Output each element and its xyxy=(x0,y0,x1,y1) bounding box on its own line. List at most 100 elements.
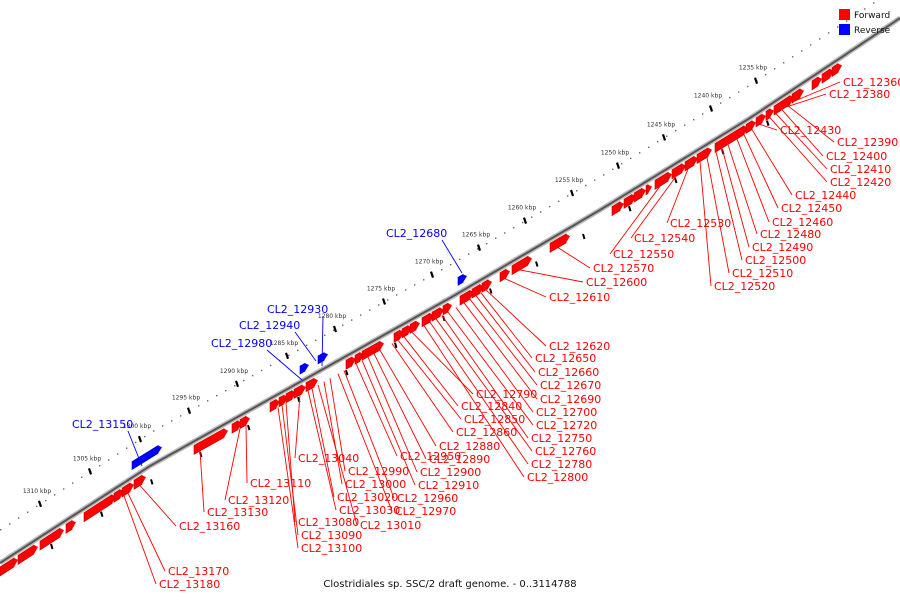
leader-line xyxy=(759,123,778,131)
gene-label-cl2-12480: CL2_12480 xyxy=(760,228,821,241)
inner-tick-mark xyxy=(489,288,493,294)
leader-line xyxy=(337,373,393,512)
scale-tick-mark xyxy=(37,500,43,508)
scale-tick-label: 1255 kbp xyxy=(555,177,583,184)
gene-arrowhead xyxy=(463,274,467,283)
leader-line xyxy=(199,450,205,513)
gene-block xyxy=(393,329,401,343)
gene-label-cl2-12940: CL2_12940 xyxy=(239,319,300,332)
leader-line xyxy=(429,321,529,465)
legend-forward-label: Forward xyxy=(854,11,890,21)
gene-label-cl2-13180: CL2_13180 xyxy=(159,578,220,591)
scale-dot xyxy=(783,62,785,64)
scale-dot xyxy=(99,465,101,467)
gene-label-cl2-12760: CL2_12760 xyxy=(535,445,596,458)
gene-arrowhead xyxy=(72,520,76,530)
scale-dot xyxy=(468,253,470,255)
inner-tick-mark xyxy=(150,479,154,485)
scale-tick-mark xyxy=(753,77,759,85)
gene-label-cl2-13000: CL2_13000 xyxy=(345,478,406,491)
scale-dot xyxy=(540,211,542,213)
gene-arrowhead xyxy=(506,269,510,279)
scale-dot xyxy=(684,124,686,126)
gene-label-cl2-12450: CL2_12450 xyxy=(781,202,842,215)
scale-dot xyxy=(630,157,632,159)
scale-dot xyxy=(810,44,812,46)
gene-label-cl2-12530: CL2_12530 xyxy=(670,217,731,230)
gene-label-cl2-12900: CL2_12900 xyxy=(420,466,481,479)
gene-arrowhead xyxy=(302,384,306,394)
scale-dot xyxy=(801,50,803,52)
scale-dot xyxy=(324,334,326,336)
scale-tick-mark xyxy=(429,271,435,278)
inner-tick-mark xyxy=(582,233,586,240)
leader-line xyxy=(519,269,584,283)
leader-line xyxy=(751,129,793,196)
scale-dot xyxy=(180,415,182,417)
genome-caption: Clostridiales sp. SSC/2 draft genome. - … xyxy=(323,579,576,590)
scale-dot xyxy=(666,135,668,137)
gene-label-cl2-13150: CL2_13150 xyxy=(72,418,133,431)
scale-dot xyxy=(270,364,272,367)
scale-tick-mark xyxy=(569,189,575,197)
gene-arrowhead xyxy=(324,352,328,361)
scale-tick-label: 1285 kbp xyxy=(270,340,298,347)
leader-line xyxy=(323,381,343,485)
scale-dot xyxy=(117,453,119,455)
scale-dot xyxy=(693,119,695,121)
leader-line xyxy=(411,331,474,395)
scale-dot xyxy=(648,146,650,148)
leader-line xyxy=(367,356,418,473)
scale-dot xyxy=(108,459,110,461)
leader-line xyxy=(485,289,547,347)
scale-tick-mark xyxy=(615,162,621,169)
scale-dot xyxy=(162,425,164,427)
gene-label-cl2-12380: CL2_12380 xyxy=(829,88,890,101)
gene-label-cl2-12390: CL2_12390 xyxy=(837,136,898,149)
scale-dot xyxy=(549,205,551,208)
gene-arrowhead xyxy=(800,88,804,98)
leader-line xyxy=(557,247,591,269)
inner-tick-mark xyxy=(247,424,251,431)
gene-label-cl2-12670: CL2_12670 xyxy=(540,379,601,392)
gene-block xyxy=(299,362,306,375)
gene-label-cl2-12490: CL2_12490 xyxy=(752,241,813,254)
leader-line xyxy=(266,349,303,381)
gene-arrowhead xyxy=(224,428,228,438)
gene-label-cl2-13010: CL2_13010 xyxy=(360,519,421,532)
scale-tick-mark xyxy=(186,407,192,415)
scale-tick-mark xyxy=(708,105,714,112)
scale-dot xyxy=(333,329,335,331)
gene-label-cl2-12790: CL2_12790 xyxy=(476,388,537,401)
gene-label-cl2-13020: CL2_13020 xyxy=(337,491,398,504)
gene-arrowhead xyxy=(34,545,38,554)
gene-arrowhead xyxy=(838,63,842,73)
scale-tick-label: 1240 kbp xyxy=(694,93,722,100)
scale-tick-mark xyxy=(234,380,240,388)
gene-label-cl2-12510: CL2_12510 xyxy=(732,267,793,280)
scale-dot xyxy=(567,195,569,197)
leader-line xyxy=(775,113,828,170)
scale-dot xyxy=(18,517,20,519)
scale-tick-mark xyxy=(137,435,143,443)
scale-dot xyxy=(585,184,587,187)
gene-label-cl2-12720: CL2_12720 xyxy=(536,419,597,432)
gene-label-cl2-13160: CL2_13160 xyxy=(179,520,240,533)
scale-dot xyxy=(288,354,290,357)
leader-line xyxy=(245,425,248,484)
scale-dot xyxy=(369,309,371,311)
gene-arrowhead xyxy=(380,341,384,351)
scale-dot xyxy=(729,96,731,99)
leader-line xyxy=(355,363,398,457)
scale-dot xyxy=(531,216,533,218)
scale-tick-label: 1260 kbp xyxy=(508,205,536,212)
scale-dot xyxy=(396,294,398,296)
leader-line xyxy=(435,318,533,452)
scale-dot xyxy=(405,289,407,291)
gene-label-cl2-12860: CL2_12860 xyxy=(456,426,517,439)
gene-label-cl2-12400: CL2_12400 xyxy=(826,150,887,163)
gene-arrowhead xyxy=(528,256,532,266)
scale-dot xyxy=(252,374,254,377)
scale-tick-mark xyxy=(381,298,387,305)
